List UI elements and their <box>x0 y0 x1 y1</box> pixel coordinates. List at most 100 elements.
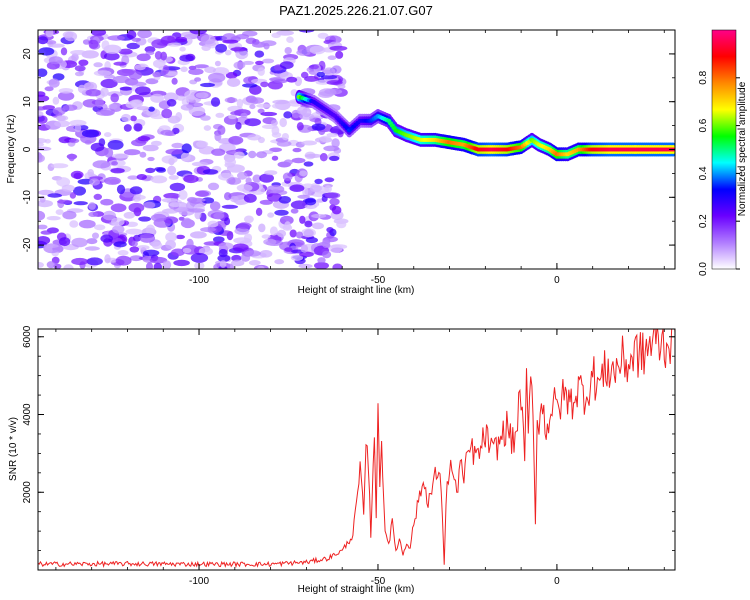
noise-blob <box>332 263 343 269</box>
figure-title: PAZ1.2025.226.21.07.G07 <box>279 3 433 18</box>
noise-blob <box>301 71 309 79</box>
noise-blob <box>329 45 348 51</box>
noise-blob <box>263 238 277 246</box>
noise-blob <box>257 67 265 76</box>
noise-blob <box>266 184 285 194</box>
noise-blob <box>316 71 325 78</box>
noise-blob <box>295 231 304 239</box>
noise-blob <box>190 231 207 239</box>
noise-blob <box>281 133 289 141</box>
noise-blob <box>163 92 179 102</box>
noise-blob <box>337 84 346 89</box>
noise-blob <box>232 243 249 252</box>
noise-blob <box>38 236 51 245</box>
noise-blob <box>259 250 273 258</box>
noise-blob <box>58 88 74 94</box>
noise-blob <box>278 196 291 204</box>
noise-blob <box>221 204 239 209</box>
noise-blob <box>321 239 331 249</box>
noise-blob <box>224 157 237 167</box>
noise-blob <box>74 65 86 72</box>
noise-blob <box>136 245 150 250</box>
x-tick-label: -50 <box>371 576 386 587</box>
noise-blob <box>242 83 258 88</box>
noise-blob <box>146 262 153 269</box>
noise-blob <box>131 37 141 42</box>
noise-blob <box>88 211 99 217</box>
noise-blob <box>249 104 256 110</box>
noise-blob <box>269 226 278 236</box>
noise-blob <box>319 153 328 162</box>
noise-blob <box>267 212 275 218</box>
spectrogram-y-axis-label: Frequency (Hz) <box>6 115 17 184</box>
noise-blob <box>118 48 133 55</box>
noise-blob <box>43 244 59 248</box>
noise-blob <box>123 211 135 219</box>
noise-blob <box>48 78 60 88</box>
noise-blob <box>74 124 82 133</box>
noise-blob <box>123 149 141 156</box>
noise-blob <box>180 104 194 111</box>
noise-blob <box>162 65 169 75</box>
noise-blob <box>62 210 77 220</box>
noise-blob <box>128 202 145 213</box>
x-tick-label: -50 <box>371 275 386 286</box>
noise-blob <box>40 230 53 235</box>
noise-blob <box>69 220 79 228</box>
noise-blob <box>224 49 232 56</box>
noise-blob <box>324 177 335 183</box>
noise-blob <box>153 262 162 269</box>
noise-blob <box>326 80 343 86</box>
noise-blob <box>259 173 274 183</box>
noise-blob <box>104 254 111 264</box>
noise-blob <box>48 43 65 48</box>
noise-blob <box>116 184 126 195</box>
noise-blob <box>52 107 66 116</box>
noise-blob <box>255 60 264 65</box>
noise-blob <box>298 263 313 269</box>
noise-blob <box>286 76 298 83</box>
noise-blob <box>309 185 322 192</box>
noise-blob <box>218 242 234 250</box>
noise-blob <box>248 260 261 266</box>
noise-blob <box>186 238 194 249</box>
noise-blob <box>257 265 265 269</box>
noise-blob <box>138 216 152 222</box>
noise-blob <box>167 165 177 176</box>
noise-blob <box>38 152 43 162</box>
noise-blob <box>329 204 337 211</box>
noise-blob <box>331 138 340 148</box>
noise-blob <box>312 222 324 230</box>
noise-blob <box>326 227 334 233</box>
noise-blob <box>176 95 186 101</box>
noise-blob <box>165 71 178 76</box>
noise-blob <box>111 217 125 227</box>
noise-blob <box>242 60 255 65</box>
noise-blob <box>143 249 160 257</box>
noise-blob <box>139 233 156 243</box>
noise-blob <box>260 111 278 117</box>
noise-blob <box>150 113 166 120</box>
noise-blob <box>245 177 252 185</box>
noise-blob <box>131 99 144 108</box>
noise-blob <box>70 170 84 179</box>
noise-blob <box>171 77 178 85</box>
noise-blob <box>225 263 235 269</box>
noise-blob <box>143 201 156 209</box>
snr-panel: -100 -50 0 2000 4000 6000 Height of straight… <box>8 325 676 595</box>
noise-blob <box>290 200 308 210</box>
noise-blob <box>38 210 46 221</box>
noise-blob <box>90 30 107 37</box>
noise-blob <box>284 47 292 55</box>
noise-blob <box>237 222 252 230</box>
noise-blob <box>88 178 101 186</box>
noise-blob <box>208 72 226 83</box>
noise-blob <box>309 45 326 55</box>
noise-blob <box>38 106 48 111</box>
noise-blob <box>215 112 225 118</box>
noise-blob <box>172 127 180 135</box>
noise-blob <box>225 72 238 79</box>
noise-blob <box>169 202 182 208</box>
y-tick-label: 6000 <box>22 325 33 348</box>
noise-blob <box>304 204 317 210</box>
